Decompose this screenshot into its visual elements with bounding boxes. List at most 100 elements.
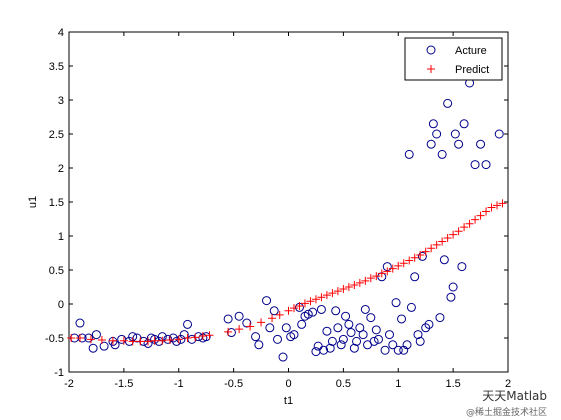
data-point-circle — [448, 282, 458, 292]
data-point-circle — [352, 336, 362, 346]
data-point-plus — [158, 336, 167, 345]
data-point-circle — [281, 323, 291, 333]
data-point-plus — [454, 227, 463, 236]
data-point-circle — [435, 313, 445, 323]
data-point-circle — [303, 309, 313, 319]
data-point-plus — [165, 336, 174, 345]
data-point-circle — [226, 328, 236, 338]
data-point-plus — [235, 325, 244, 334]
data-point-circle — [325, 343, 335, 353]
data-point-plus — [350, 280, 359, 289]
data-point-circle — [428, 119, 438, 129]
data-point-plus — [205, 331, 214, 340]
data-point-plus — [150, 336, 159, 345]
data-point-circle — [179, 330, 189, 340]
data-point-circle — [289, 330, 299, 340]
legend-marker — [427, 65, 435, 73]
data-point-circle — [439, 255, 449, 265]
data-point-circle — [426, 139, 436, 149]
x-tick-label: 2 — [505, 378, 511, 390]
x-axis-label: t1 — [284, 395, 293, 407]
data-point-circle — [413, 330, 423, 340]
data-point-circle — [459, 119, 469, 129]
data-point-circle — [446, 292, 456, 302]
data-point-plus — [300, 299, 309, 308]
data-point-plus — [410, 253, 419, 262]
data-point-circle — [388, 340, 398, 350]
data-point-circle — [172, 336, 182, 346]
data-point-circle — [443, 98, 453, 108]
data-point-circle — [183, 319, 193, 329]
series-predict — [67, 199, 507, 346]
data-point-plus — [322, 291, 331, 300]
data-point-circle — [410, 272, 420, 282]
data-point-plus — [289, 304, 298, 313]
data-point-circle — [494, 129, 504, 139]
axes: -2 -1.5 -1 -0.5 0 0.5 1 1.5 2 -1 -0.5 0 0.5 1 1.5 2 2.5 3… — [27, 27, 511, 407]
data-point-plus — [438, 237, 447, 246]
y-tick-label: 3.5 — [49, 61, 64, 73]
data-point-plus — [128, 337, 137, 346]
data-point-plus — [86, 335, 95, 344]
data-point-circle — [319, 345, 329, 355]
data-point-circle — [415, 336, 425, 346]
data-point-plus — [416, 251, 425, 260]
data-point-circle — [402, 340, 412, 350]
data-point-plus — [383, 267, 392, 276]
data-point-plus — [449, 230, 458, 239]
data-point-circle — [273, 334, 283, 344]
data-point-plus — [275, 310, 284, 319]
data-point-circle — [336, 340, 346, 350]
x-tick-label: 0 — [285, 378, 291, 390]
data-point-plus — [460, 223, 469, 232]
data-point-plus — [372, 272, 381, 281]
data-point-plus — [311, 295, 320, 304]
data-point-plus — [306, 297, 315, 306]
data-point-plus — [224, 327, 233, 336]
data-point-plus — [183, 334, 192, 342]
data-point-plus — [328, 289, 337, 298]
data-point-plus — [119, 336, 128, 345]
data-point-circle — [391, 298, 401, 308]
data-point-plus — [191, 333, 200, 342]
data-point-circle — [269, 306, 279, 316]
data-point-circle — [297, 319, 307, 329]
data-point-circle — [91, 330, 101, 340]
data-point-circle — [344, 319, 354, 329]
data-point-plus — [344, 283, 353, 291]
plot-frame — [68, 31, 509, 373]
y-axis-label: u1 — [27, 196, 39, 208]
data-point-plus — [394, 261, 403, 270]
watermark-main: 天天Matlab — [482, 389, 547, 403]
data-point-circle — [278, 352, 288, 362]
data-point-plus — [465, 219, 474, 228]
data-point-circle — [369, 336, 379, 346]
legend: Acture Predict — [404, 37, 503, 81]
data-point-circle — [88, 343, 98, 353]
data-point-circle — [406, 302, 416, 312]
data-point-circle — [457, 262, 467, 272]
data-point-circle — [331, 306, 341, 316]
y-tick-label: 2 — [58, 163, 64, 175]
data-point-plus — [361, 276, 370, 285]
data-point-plus — [339, 285, 348, 294]
data-point-circle — [262, 296, 272, 306]
data-point-plus — [355, 278, 364, 287]
data-point-plus — [97, 336, 106, 345]
data-point-circle — [476, 139, 486, 149]
data-point-plus — [108, 336, 117, 345]
data-point-circle — [373, 334, 383, 344]
x-tick-label: -0.5 — [224, 378, 243, 390]
data-point-circle — [242, 318, 252, 328]
x-tick-label: 0.5 — [336, 378, 351, 390]
data-point-plus — [333, 287, 342, 296]
data-point-circle — [417, 251, 427, 261]
data-point-circle — [432, 129, 442, 139]
data-point-circle — [399, 345, 409, 355]
data-point-plus — [427, 244, 436, 253]
data-point-plus — [443, 234, 452, 243]
data-point-plus — [198, 331, 207, 340]
legend-entry: Acture — [455, 45, 487, 57]
data-point-circle — [84, 333, 94, 343]
